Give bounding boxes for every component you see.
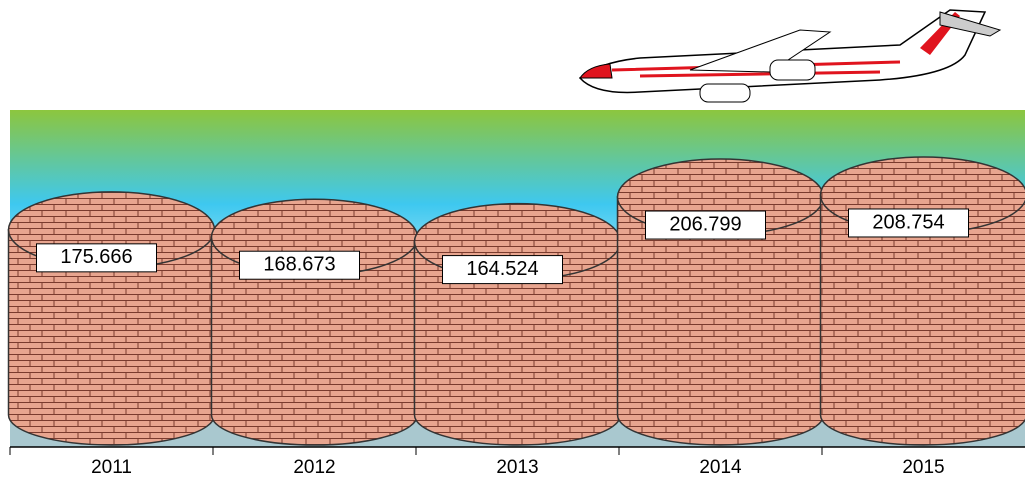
x-tick-label: 2014 (699, 457, 742, 478)
airplane (578, 9, 1002, 103)
data-label: 168.673 (263, 253, 335, 275)
data-label: 206.799 (669, 213, 741, 235)
cylinder-body (7, 229, 216, 446)
cylinder-body (210, 236, 419, 446)
cylinder (819, 156, 1025, 446)
data-label-box (645, 210, 766, 240)
data-label: 175.666 (60, 246, 132, 268)
data-label-box (848, 208, 969, 238)
cylinder (616, 158, 825, 446)
cylinder (413, 202, 622, 446)
x-tick-label: 2015 (902, 457, 944, 478)
data-label-box (36, 243, 157, 273)
data-label-box (442, 255, 563, 285)
cylinder (7, 191, 216, 446)
x-tick-label: 2012 (293, 457, 335, 478)
x-tick-label: 2011 (91, 457, 132, 478)
cylinder-body (616, 196, 825, 446)
x-tick-label: 2013 (496, 457, 538, 478)
data-label: 164.524 (466, 258, 538, 280)
cylinder-body (413, 240, 622, 446)
data-label-box (239, 250, 360, 280)
cylinder-body (819, 194, 1025, 446)
data-label: 208.754 (872, 211, 944, 233)
cylinder (210, 198, 419, 446)
